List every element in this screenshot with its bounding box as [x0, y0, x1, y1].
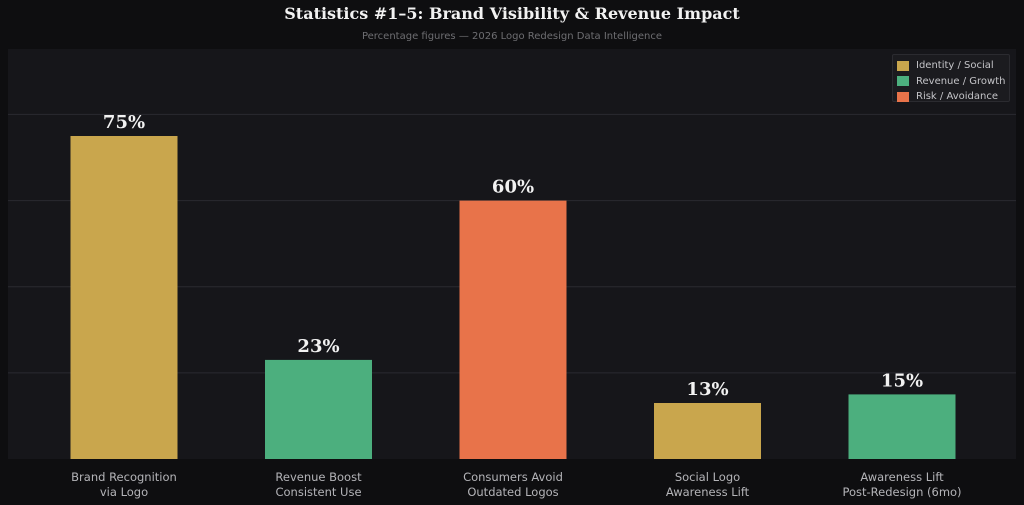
x-tick-label-line: Revenue Boost — [275, 470, 362, 484]
chart-title: Statistics #1–5: Brand Visibility & Reve… — [284, 4, 740, 23]
value-labels: 75% 23% 60% 13% 15% — [103, 112, 923, 400]
x-tick-label-line: Outdated Logos — [467, 485, 558, 499]
x-tick-label: Brand Recognition via Logo — [71, 470, 177, 499]
x-tick-label: Consumers Avoid Outdated Logos — [463, 470, 563, 499]
value-label: 60% — [492, 177, 534, 198]
x-tick-label-line: Brand Recognition — [71, 470, 177, 484]
x-tick-label: Social Logo Awareness Lift — [666, 470, 750, 499]
x-tick-label-line: Social Logo — [675, 470, 740, 484]
legend-item: Risk / Avoidance — [897, 89, 1009, 105]
legend-swatch — [897, 76, 909, 87]
x-tick-label-line: Awareness Lift — [666, 485, 750, 499]
x-tick-label-line: Post-Redesign (6mo) — [842, 485, 961, 499]
legend-swatch — [897, 91, 909, 102]
legend-label: Risk / Avoidance — [916, 91, 998, 103]
value-label: 23% — [297, 336, 339, 357]
legend-swatch — [897, 60, 909, 71]
legend-item: Revenue / Growth — [897, 74, 1009, 90]
chart-subtitle: Percentage figures — 2026 Logo Redesign … — [361, 31, 663, 42]
x-tick-label: Revenue Boost Consistent Use — [275, 470, 362, 499]
legend: Identity / Social Revenue / Growth Risk / … — [892, 54, 1010, 102]
x-tick-label-line: via Logo — [100, 485, 148, 499]
legend-item: Identity / Social — [897, 58, 1009, 74]
bar — [265, 359, 372, 459]
value-label: 75% — [103, 112, 145, 133]
bar — [459, 200, 567, 459]
legend-label: Revenue / Growth — [916, 75, 1006, 87]
value-label: 13% — [686, 379, 728, 400]
value-label: 15% — [881, 370, 923, 391]
bar — [654, 403, 761, 459]
bar — [70, 136, 178, 459]
x-tick-label-line: Consistent Use — [275, 485, 361, 499]
x-tick-label-line: Consumers Avoid — [463, 470, 563, 484]
bars — [70, 136, 956, 459]
x-tick-label: Awareness Lift Post-Redesign (6mo) — [842, 470, 961, 499]
bar — [848, 394, 956, 459]
x-tick-label-line: Awareness Lift — [860, 470, 944, 484]
legend-label: Identity / Social — [916, 60, 994, 72]
